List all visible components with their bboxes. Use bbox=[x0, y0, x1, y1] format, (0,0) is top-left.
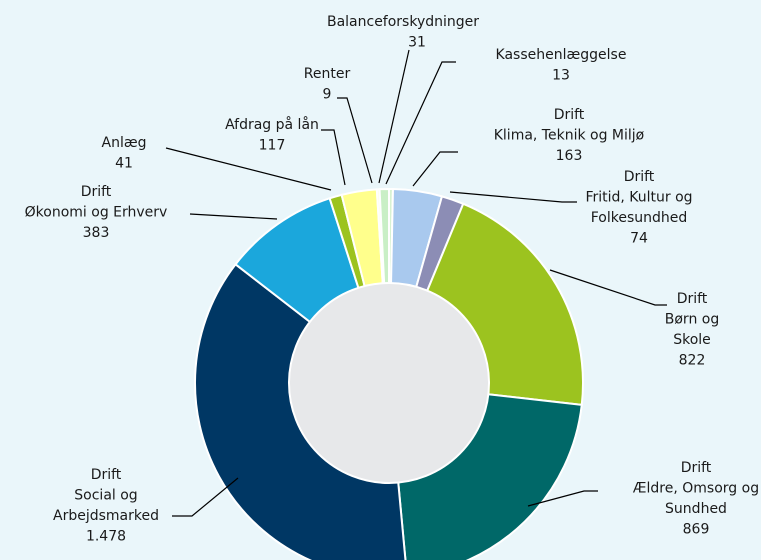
slice-label: Social og bbox=[74, 488, 137, 504]
leader-line bbox=[527, 490, 598, 507]
value-label: 822 bbox=[679, 353, 706, 369]
slice-label: Arbejdsmarked bbox=[53, 508, 159, 524]
slice-label: Anlæg bbox=[102, 135, 147, 151]
slice-label: Sundhed bbox=[665, 501, 727, 517]
value-label: 31 bbox=[408, 35, 426, 51]
leader-line bbox=[412, 151, 458, 187]
value-label: 74 bbox=[630, 231, 648, 247]
leader-line bbox=[189, 213, 278, 220]
leader-line bbox=[385, 61, 456, 185]
leader-line bbox=[549, 269, 667, 306]
slice-label: Balanceforskydninger bbox=[327, 14, 479, 30]
slice-label: Kassehenlæggelse bbox=[496, 47, 627, 63]
leader-line bbox=[165, 147, 332, 191]
slice-label: Drift bbox=[81, 184, 112, 200]
slice-label: Afdrag på lån bbox=[225, 116, 319, 133]
slice-label: Økonomi og Erhverv bbox=[25, 205, 168, 221]
leader-line bbox=[337, 97, 373, 184]
slice-label: Drift bbox=[677, 291, 708, 307]
value-label: 1.478 bbox=[86, 529, 126, 545]
value-label: 117 bbox=[259, 138, 286, 154]
slice-label: Børn og bbox=[665, 312, 719, 328]
slice-label: Drift bbox=[91, 467, 122, 483]
slice-label: Renter bbox=[304, 66, 351, 82]
donut-hole bbox=[288, 282, 490, 484]
value-label: 41 bbox=[115, 156, 133, 172]
slice-label: Drift bbox=[624, 169, 655, 185]
slice-label: Folkesundhed bbox=[591, 210, 688, 226]
value-label: 869 bbox=[683, 522, 710, 538]
leader-line bbox=[449, 191, 577, 203]
slice-label: Klima, Teknik og Miljø bbox=[494, 128, 645, 144]
leader-line bbox=[378, 49, 410, 184]
slice-label: Fritid, Kultur og bbox=[585, 190, 692, 206]
slice-label: Skole bbox=[673, 332, 711, 348]
slice-label: Ældre, Omsorg og bbox=[633, 481, 759, 497]
leader-line bbox=[321, 129, 346, 186]
slice-label: Drift bbox=[681, 460, 712, 476]
value-label: 163 bbox=[556, 148, 583, 164]
slice-label: Drift bbox=[554, 107, 585, 123]
value-label: 13 bbox=[552, 68, 570, 84]
value-label: 9 bbox=[323, 87, 332, 103]
value-label: 383 bbox=[83, 225, 110, 241]
leader-line bbox=[172, 477, 239, 517]
